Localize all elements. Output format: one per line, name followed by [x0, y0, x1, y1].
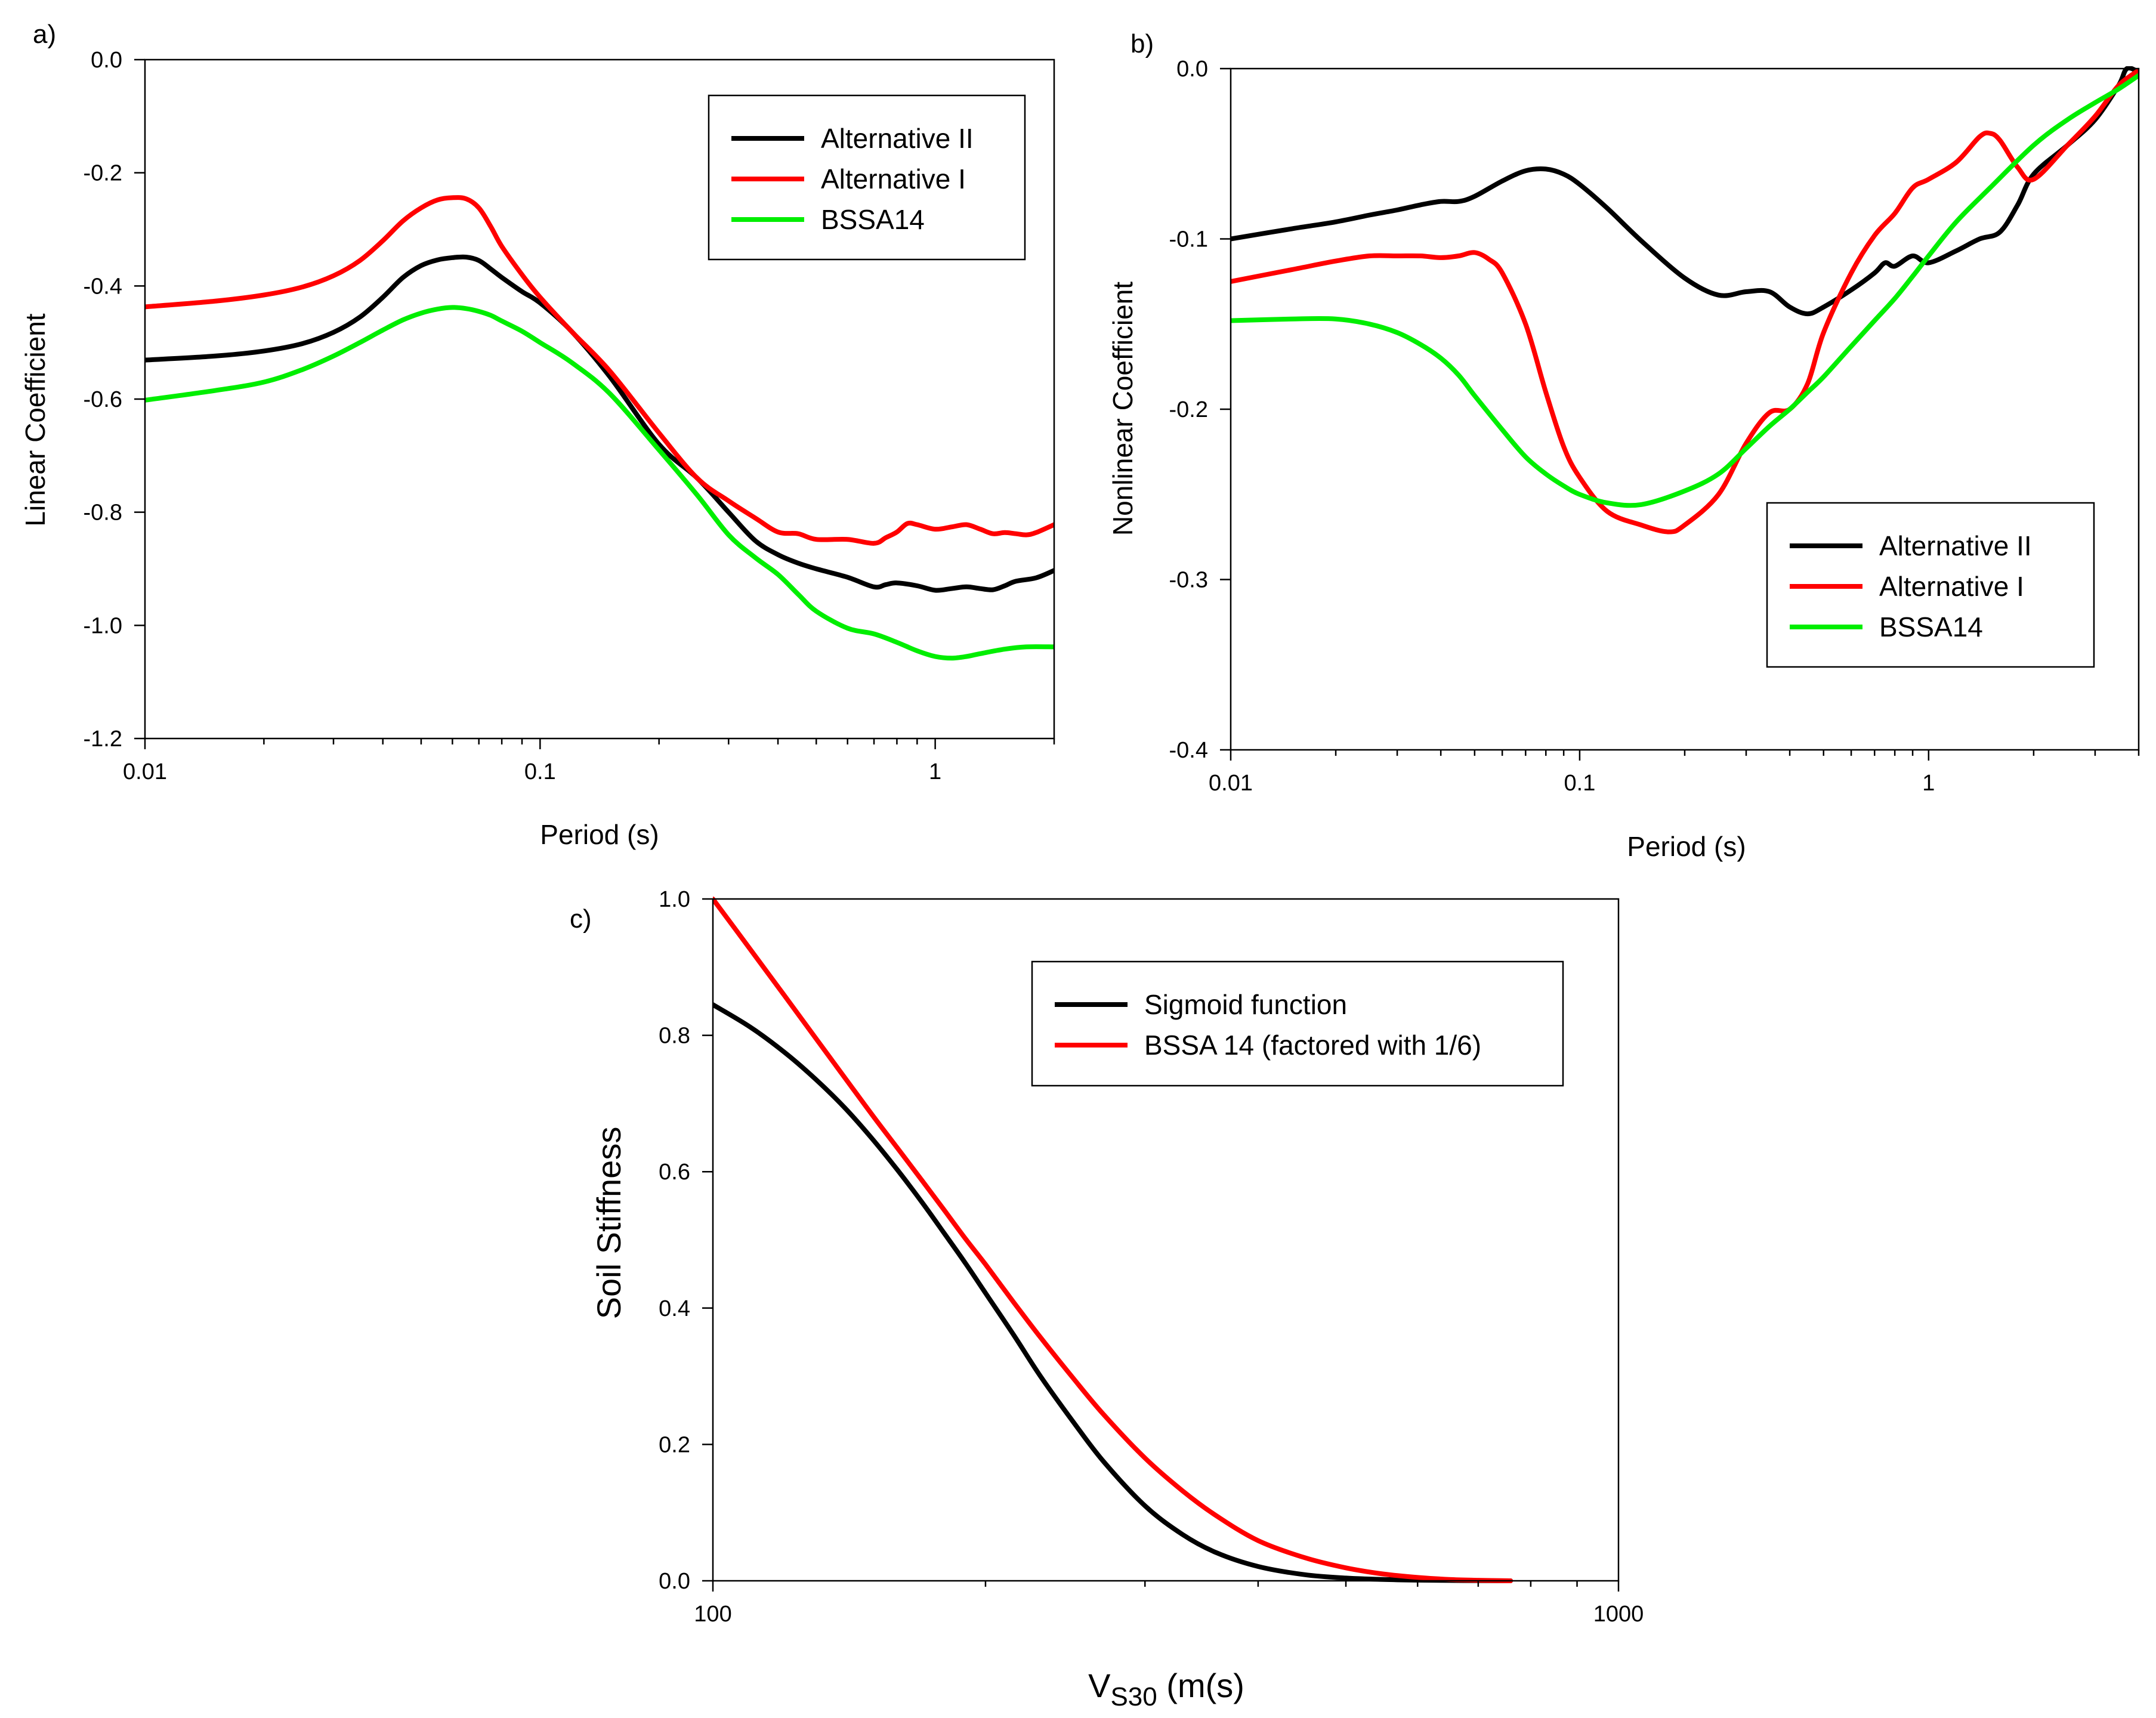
y-axis-title-b: Nonlinear Coefficient: [1107, 282, 1138, 536]
legend-label: BSSA14: [1879, 611, 1983, 642]
series-line-sigmoid-function: [713, 1002, 1513, 1583]
legend-label: Alternative II: [821, 123, 974, 154]
legend-label: Alternative I: [1879, 571, 2024, 602]
y-tick-label: -0.8: [84, 500, 122, 526]
series-line-bssa14: [145, 305, 1054, 661]
legend-label: Sigmoid function: [1144, 989, 1347, 1020]
x-tick-label: 0.01: [123, 759, 167, 784]
y-tick-label: 0.0: [91, 48, 122, 73]
y-tick-label: 0.2: [659, 1432, 690, 1457]
series-line-alternative-i: [1231, 67, 2139, 534]
panel-label-a: a): [33, 20, 56, 49]
x-axis-title-b: Period (s): [1627, 831, 1746, 862]
panel-label-b: b): [1130, 29, 1154, 58]
y-tick-label: -0.4: [1169, 738, 1208, 763]
y-tick-label: -0.2: [84, 161, 122, 186]
x-tick-label: 100: [694, 1602, 731, 1627]
x-axis-title-c-unit: (m(s): [1157, 1667, 1244, 1704]
x-axis-title-c: VS30 (m(s): [1088, 1667, 1244, 1711]
legend-box: [1031, 960, 1564, 1087]
x-tick-label: 1: [929, 759, 941, 784]
y-tick-label: -1.2: [84, 727, 122, 752]
panel-b-nonlinear-coefficient: b) 0.0 -0.1 -0.2 -0.3 -0.40.01 0.1 1 Period (s…: [1107, 29, 2140, 862]
plot-area-c: 0.0 0.2 0.4 0.6 0.8 1.0 100 1000: [659, 887, 1644, 1627]
legend-label: BSSA14: [821, 204, 925, 235]
y-tick-label: 0.0: [1176, 57, 1208, 82]
series-line-alternative-i: [145, 195, 1054, 546]
legend-label: Alternative I: [821, 163, 966, 194]
y-tick-label: 1.0: [659, 887, 690, 912]
x-tick-label: 1000: [1593, 1602, 1644, 1627]
y-tick-label: -0.1: [1169, 227, 1208, 252]
plot-frame: [712, 898, 1620, 1582]
y-tick-label: 0.8: [659, 1024, 690, 1049]
series-line-bssa14: [1231, 73, 2139, 508]
plot-area-a: 0.0 -0.2 -0.4 -0.6 -0.8 -1.0 -1.20.01 0.1 1: [84, 48, 1055, 784]
y-tick-label: -0.6: [84, 387, 122, 412]
x-axis-title-a: Period (s): [540, 819, 659, 850]
legend-label: BSSA 14 (factored with 1/6): [1144, 1030, 1481, 1061]
x-axis-title-c-main: V: [1088, 1667, 1111, 1704]
plot-area-b: 0.0 -0.1 -0.2 -0.3 -0.40.01 0.1 1: [1169, 57, 2140, 796]
series-line-alternative-ii: [1231, 66, 2139, 317]
y-tick-label: -1.0: [84, 613, 122, 638]
y-axis-title-a: Linear Coefficient: [20, 313, 51, 526]
y-tick-label: 0.4: [659, 1296, 690, 1321]
x-tick-label: 0.1: [524, 759, 556, 784]
x-tick-label: 1: [1922, 771, 1935, 796]
y-axis-title-c: Soil Stiffness: [590, 1127, 628, 1320]
y-tick-label: -0.4: [84, 274, 122, 299]
x-tick-label: 0.1: [1564, 771, 1596, 796]
x-axis-title-c-subscript: S30: [1110, 1682, 1157, 1711]
x-tick-label: 0.01: [1209, 771, 1253, 796]
y-tick-label: 0.0: [659, 1569, 690, 1594]
panel-a-linear-coefficient: a) 0.0 -0.2 -0.4 -0.6 -0.8 -1.0 -1.20.01 0.1 1 P…: [20, 20, 1055, 850]
legend-b: Alternative II Alternative I BSSA14: [1766, 502, 2095, 668]
legend-a: Alternative II Alternative I BSSA14: [708, 94, 1026, 261]
y-tick-label: -0.2: [1169, 397, 1208, 422]
y-tick-label: 0.6: [659, 1160, 690, 1185]
series-line-bssa-14-factored-with-1-6-: [713, 897, 1513, 1583]
legend-label: Alternative II: [1879, 530, 2032, 561]
legend-c: Sigmoid function BSSA 14 (factored with 1…: [1031, 960, 1564, 1087]
y-tick-label: -0.3: [1169, 568, 1208, 593]
panel-label-c: c): [570, 904, 592, 934]
series-line-alternative-ii: [145, 254, 1054, 593]
